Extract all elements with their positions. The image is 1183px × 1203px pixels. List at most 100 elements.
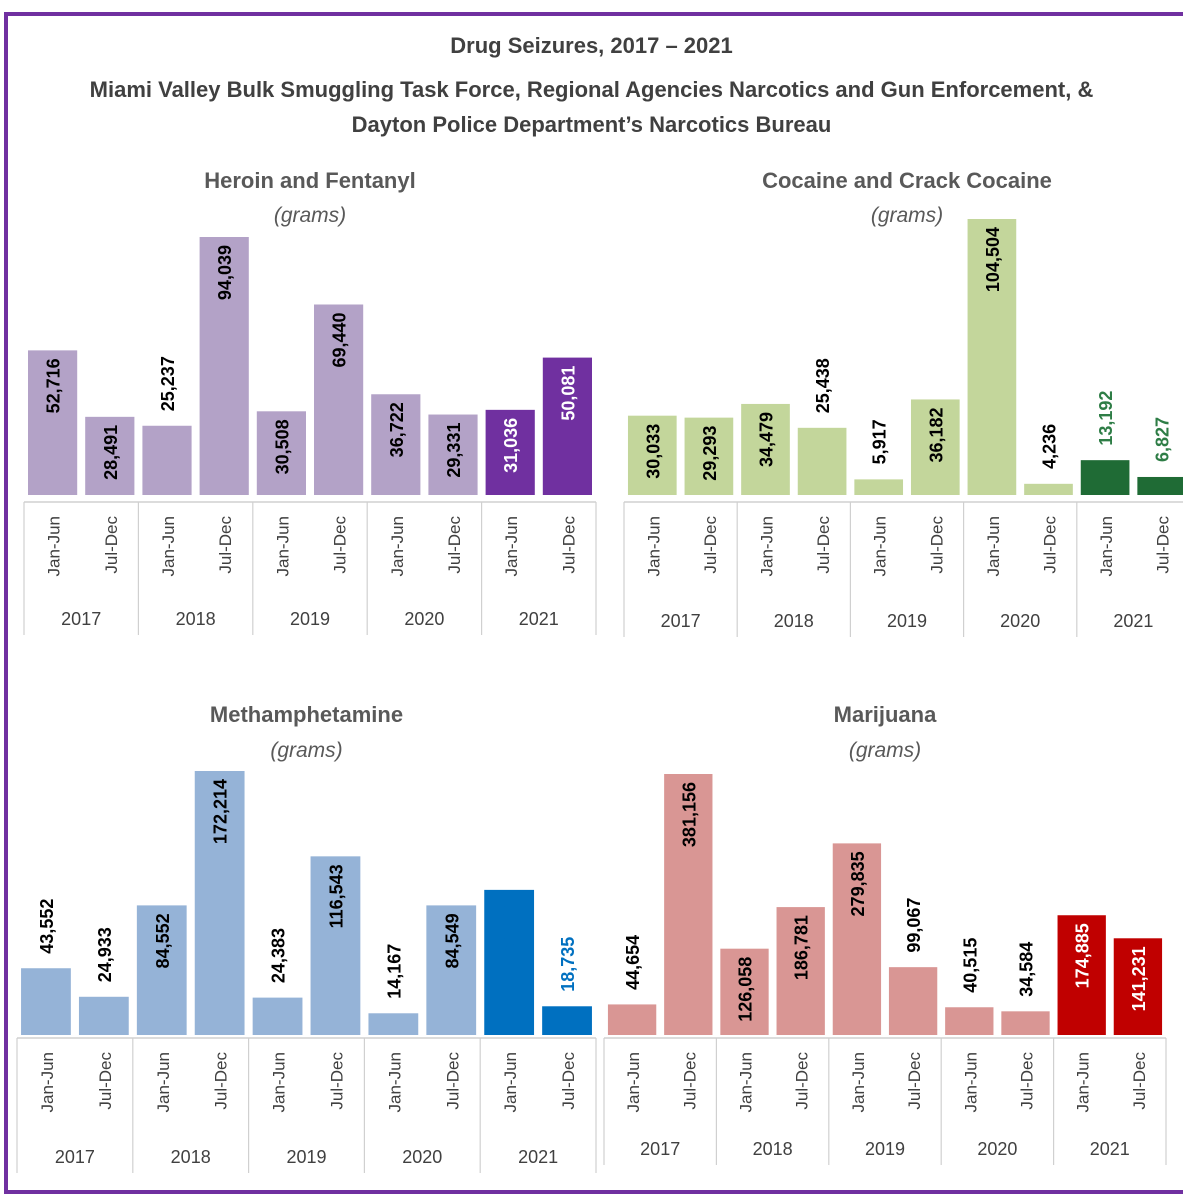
chart-panel-2: Methamphetamine (grams) 43,552 Jan-Jun 24,93…: [16, 702, 597, 1173]
bar: [136, 905, 187, 1035]
category-label: Jan-Jun: [644, 516, 663, 576]
data-label: 279,835: [848, 851, 868, 916]
bar: [428, 414, 478, 495]
data-label: 29,331: [444, 423, 464, 478]
chart-panel-1: Cocaine and Crack Cocaine (grams) 30,033 Ja…: [623, 168, 1183, 637]
data-label: 172,214: [211, 779, 231, 844]
data-label: 99,067: [904, 898, 924, 953]
year-label: 2021: [519, 609, 559, 629]
category-label: Jul-Dec: [559, 1052, 578, 1110]
category-label: Jul-Dec: [701, 516, 720, 574]
data-label: 31,036: [501, 418, 521, 473]
category-label: Jul-Dec: [1018, 1052, 1037, 1110]
year-label: 2019: [865, 1139, 905, 1159]
category-label: Jan-Jun: [849, 1052, 868, 1112]
data-label: 69,440: [330, 312, 350, 367]
data-label: 94,039: [215, 245, 235, 300]
category-label: Jan-Jun: [871, 516, 890, 576]
bar: [368, 1013, 419, 1035]
bar: [607, 1004, 657, 1035]
year-label: 2019: [887, 611, 927, 631]
chart-title: Heroin and Fentanyl: [204, 168, 415, 193]
data-label: 84,552: [153, 913, 173, 968]
category-label: Jul-Dec: [793, 1052, 812, 1110]
category-label: Jul-Dec: [1041, 516, 1060, 574]
data-label: 30,508: [272, 419, 292, 474]
bar: [142, 425, 192, 495]
bar: [684, 417, 734, 495]
data-label: 40,515: [960, 938, 980, 993]
chart-title: Methamphetamine: [210, 702, 403, 727]
bar: [310, 856, 361, 1035]
data-label: 141,231: [1129, 946, 1149, 1011]
bar: [85, 416, 135, 495]
data-label: 94,668: [500, 898, 520, 953]
category-label: Jul-Dec: [1130, 1052, 1149, 1110]
category-label: Jan-Jun: [159, 516, 178, 576]
data-label: 24,933: [95, 927, 115, 982]
data-label: 174,885: [1073, 923, 1093, 988]
category-label: Jan-Jun: [1074, 1052, 1093, 1112]
year-label: 2017: [61, 609, 101, 629]
data-label: 381,156: [679, 782, 699, 847]
year-label: 2018: [171, 1147, 211, 1167]
bar: [664, 774, 713, 1035]
bar: [1113, 938, 1163, 1035]
data-label: 36,182: [926, 407, 946, 462]
data-label: 34,479: [757, 412, 777, 467]
data-label: 34,584: [1017, 942, 1037, 997]
bar: [485, 409, 535, 495]
category-label: Jul-Dec: [96, 1052, 115, 1110]
bar: [967, 219, 1017, 495]
category-label: Jul-Dec: [814, 516, 833, 574]
bar: [314, 304, 364, 495]
category-label: Jul-Dec: [905, 1052, 924, 1110]
category-label: Jan-Jun: [502, 516, 521, 576]
data-label: 25,438: [813, 358, 833, 413]
data-label: 126,058: [736, 957, 756, 1022]
category-label: Jul-Dec: [331, 516, 350, 574]
chart-unit-label: (grams): [270, 739, 342, 762]
bar: [199, 237, 249, 495]
category-label: Jan-Jun: [38, 1052, 57, 1112]
category-label: Jan-Jun: [154, 1052, 173, 1112]
data-label: 18,735: [558, 937, 578, 992]
category-label: Jan-Jun: [624, 1052, 643, 1112]
category-label: Jan-Jun: [737, 1052, 756, 1112]
data-label: 44,654: [623, 935, 643, 990]
bar: [542, 357, 592, 495]
category-label: Jul-Dec: [212, 1052, 231, 1110]
year-label: 2020: [402, 1147, 442, 1167]
chart-unit-label: (grams): [849, 739, 921, 762]
bar: [542, 1006, 592, 1035]
bar: [888, 967, 938, 1035]
bar: [720, 948, 769, 1035]
year-label: 2020: [977, 1139, 1017, 1159]
year-label: 2021: [1090, 1139, 1130, 1159]
bar: [194, 771, 245, 1035]
category-label: Jul-Dec: [559, 516, 578, 574]
category-label: Jul-Dec: [445, 516, 464, 574]
chart-unit-label: (grams): [274, 204, 346, 227]
year-label: 2018: [774, 611, 814, 631]
bar: [484, 889, 535, 1035]
chart-title: Cocaine and Crack Cocaine: [762, 168, 1052, 193]
year-label: 2017: [640, 1139, 680, 1159]
category-label: Jul-Dec: [443, 1052, 462, 1110]
category-label: Jul-Dec: [327, 1052, 346, 1110]
bar: [1080, 460, 1130, 495]
category-label: Jul-Dec: [1154, 516, 1173, 574]
bar: [256, 411, 306, 495]
data-label: 104,504: [983, 227, 1003, 292]
data-label: 25,237: [158, 356, 178, 411]
page-subtitle-line1: Miami Valley Bulk Smuggling Task Force, …: [89, 77, 1094, 102]
category-label: Jan-Jun: [758, 516, 777, 576]
data-label: 30,033: [643, 424, 663, 479]
category-label: Jan-Jun: [385, 1052, 404, 1112]
category-label: Jul-Dec: [680, 1052, 699, 1110]
data-label: 84,549: [442, 913, 462, 968]
bar: [741, 403, 790, 495]
year-label: 2017: [661, 611, 701, 631]
category-label: Jul-Dec: [927, 516, 946, 574]
